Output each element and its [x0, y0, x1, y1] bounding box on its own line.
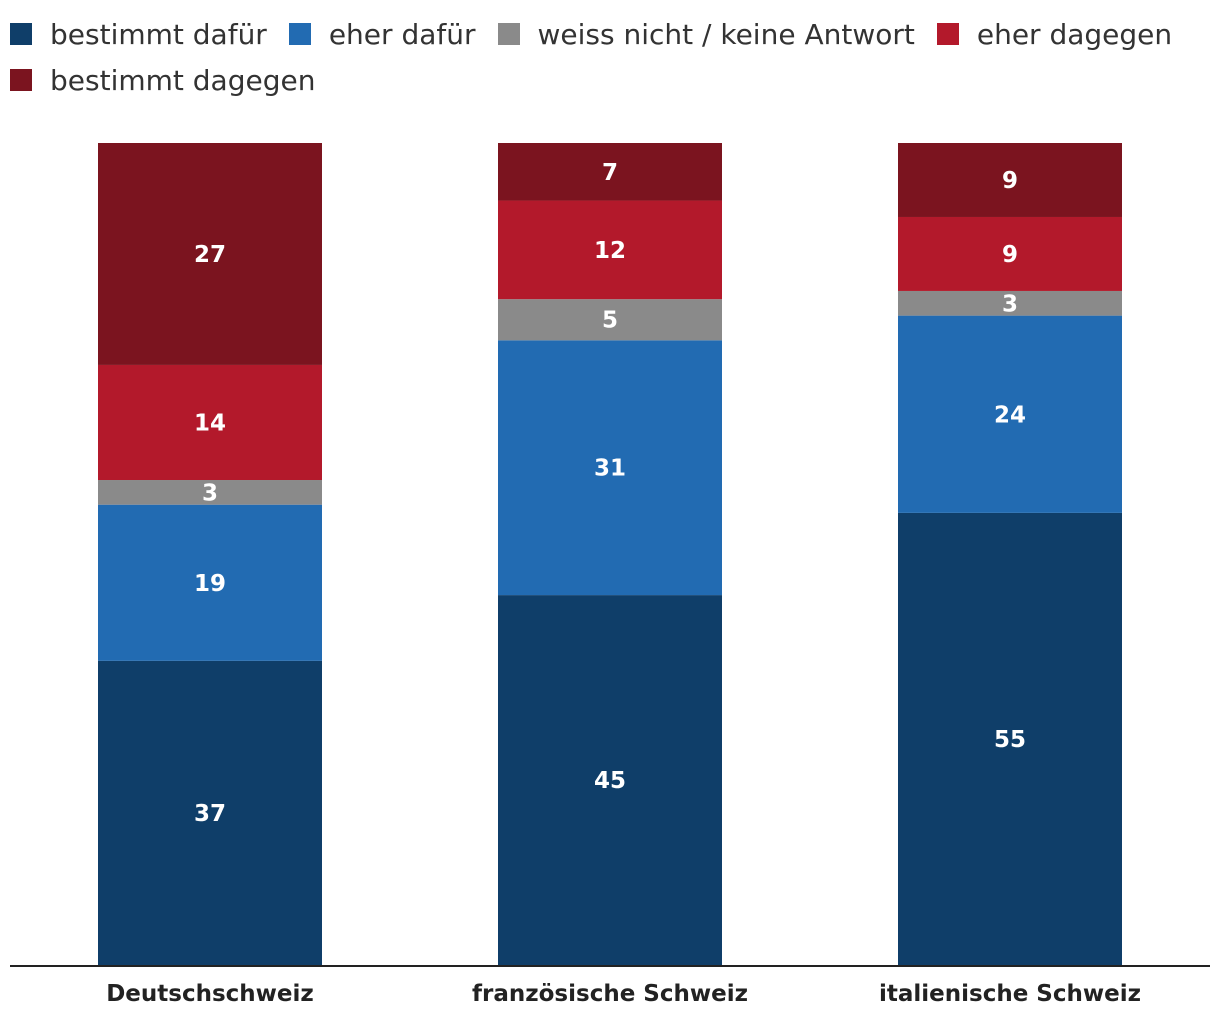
- bar-segment-franzoesische-schweiz-eher-dafuer: [498, 340, 722, 596]
- category-label-franzoesische-schweiz: französische Schweiz: [472, 981, 748, 1007]
- bar-segment-deutschschweiz-eher-dagegen: [98, 364, 322, 481]
- bar-segment-franzoesische-schweiz-bestimmt-dagegen: [498, 143, 722, 201]
- data-label-deutschschweiz-eher-dafuer: 19: [194, 571, 226, 597]
- data-label-deutschschweiz-bestimmt-dagegen: 27: [194, 242, 226, 268]
- bar-segment-italienische-schweiz-bestimmt-dagegen: [898, 143, 1122, 217]
- bar-segment-italienische-schweiz-eher-dagegen: [898, 216, 1122, 291]
- category-label-italienische-schweiz: italienische Schweiz: [879, 981, 1141, 1007]
- legend-item-eher-dagegen: eher dagegen: [936, 17, 1173, 51]
- legend-item-eher-dafuer: eher dafür: [288, 17, 476, 51]
- data-label-franzoesische-schweiz-weiss-nicht-keine-antwort: 5: [602, 308, 618, 334]
- data-label-italienische-schweiz-bestimmt-dagegen: 9: [1002, 168, 1018, 194]
- data-label-italienische-schweiz-weiss-nicht-keine-antwort: 3: [1002, 291, 1018, 317]
- legend-swatch-bestimmt-dagegen: [10, 69, 32, 91]
- data-label-deutschschweiz-eher-dagegen: 14: [194, 410, 226, 436]
- data-label-franzoesische-schweiz-bestimmt-dagegen: 7: [602, 160, 618, 186]
- legend-label-bestimmt-dafuer: bestimmt dafür: [50, 17, 267, 51]
- legend-swatch-weiss-nicht: [497, 23, 520, 45]
- legend-swatch-eher-dafuer: [288, 23, 311, 45]
- legend-label-bestimmt-dagegen: bestimmt dagegen: [50, 63, 316, 97]
- data-label-deutschschweiz-weiss-nicht-keine-antwort: 3: [202, 480, 218, 506]
- data-label-franzoesische-schweiz-eher-dagegen: 12: [594, 238, 626, 264]
- bar-segment-franzoesische-schweiz-eher-dagegen: [498, 200, 722, 300]
- data-label-franzoesische-schweiz-bestimmt-dafuer: 45: [594, 768, 626, 794]
- legend-swatch-bestimmt-dafuer: [10, 23, 32, 45]
- data-label-deutschschweiz-bestimmt-dafuer: 37: [194, 801, 226, 827]
- legend-label-eher-dagegen: eher dagegen: [976, 17, 1173, 51]
- legend-label-weiss-nicht: weiss nicht / keine Antwort: [537, 17, 915, 51]
- data-label-italienische-schweiz-eher-dagegen: 9: [1002, 242, 1018, 268]
- legend-item-bestimmt-dafuer: bestimmt dafür: [10, 18, 267, 51]
- legend-swatch-eher-dagegen: [936, 23, 959, 45]
- bar-segment-deutschschweiz-bestimmt-dafuer: [98, 660, 322, 965]
- bar-segment-italienische-schweiz-eher-dafuer: [898, 315, 1122, 513]
- legend-item-bestimmt-dagegen: bestimmt dagegen: [10, 64, 315, 97]
- bars-group: 37 19 3 14 27 45 31 5 12 7 55 24 3 9 9: [98, 143, 1122, 965]
- bar-segment-italienische-schweiz-bestimmt-dafuer: [898, 512, 1122, 965]
- bar-segment-deutschschweiz-bestimmt-dagegen: [98, 143, 322, 365]
- category-label-deutschschweiz: Deutschschweiz: [106, 981, 314, 1007]
- legend-item-weiss-nicht: weiss nicht / keine Antwort: [497, 17, 915, 51]
- bar-segment-franzoesische-schweiz-bestimmt-dafuer: [498, 595, 722, 965]
- bar-segment-deutschschweiz-eher-dafuer: [98, 504, 322, 661]
- data-label-franzoesische-schweiz-eher-dafuer: 31: [594, 456, 626, 482]
- bar-segment-franzoesische-schweiz-weiss-nicht-keine-antwort: [498, 299, 722, 341]
- legend-row-2: bestimmt dagegen: [10, 60, 337, 100]
- legend-row-1: bestimmt dafür eher dafür weiss nicht / …: [10, 14, 1194, 54]
- bar-segment-italienische-schweiz-weiss-nicht-keine-antwort: [898, 290, 1122, 316]
- category-labels-group: Deutschschweiz französische Schweiz italie…: [106, 981, 1141, 1007]
- data-label-italienische-schweiz-eher-dafuer: 24: [994, 402, 1026, 428]
- data-label-italienische-schweiz-bestimmt-dafuer: 55: [994, 727, 1026, 753]
- bar-segment-deutschschweiz-weiss-nicht-keine-antwort: [98, 480, 322, 505]
- legend-label-eher-dafuer: eher dafür: [328, 17, 476, 51]
